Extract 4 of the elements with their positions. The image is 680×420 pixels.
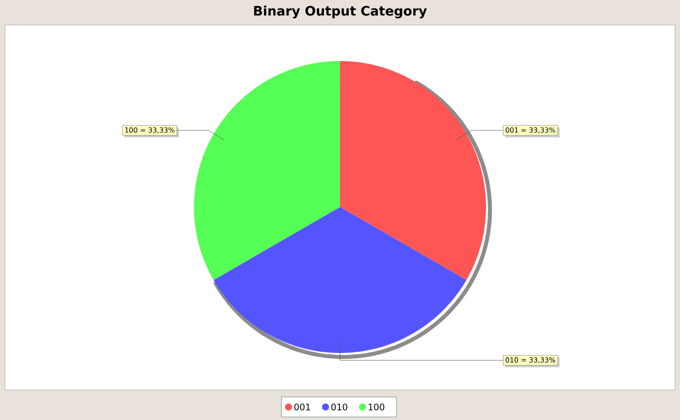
legend-label: 010 bbox=[331, 404, 348, 410]
legend-label: 001 bbox=[294, 404, 310, 410]
chart-title: Binary Output Category bbox=[254, 6, 427, 18]
legend-label: 100 bbox=[368, 404, 384, 410]
